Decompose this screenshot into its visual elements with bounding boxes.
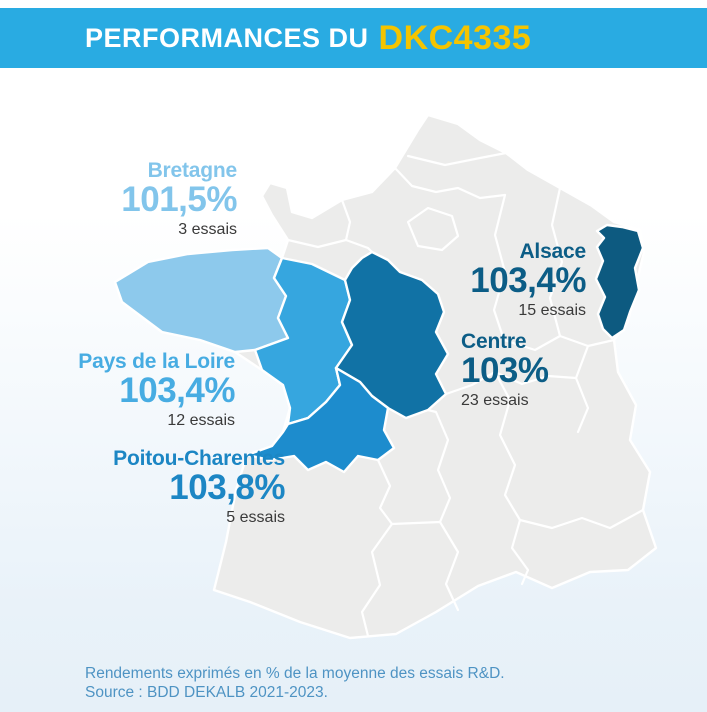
region-trials: 3 essais [178, 221, 237, 238]
region-value: 101,5% [121, 180, 237, 219]
region-name: Centre [461, 330, 527, 353]
region-label-alsace: Alsace 103,4% 15 essais [470, 240, 586, 320]
region-border-line [492, 193, 507, 342]
region-shape-centre [334, 250, 450, 420]
region-label-bretagne: Bretagne 101,5% 3 essais [121, 159, 237, 239]
region-value: 103,8% [169, 468, 285, 507]
region-trials: 12 essais [167, 412, 235, 429]
region-name: Bretagne [147, 159, 238, 182]
region-name: Poitou-Charentes [113, 447, 285, 470]
region-border-line [574, 344, 590, 434]
region-border-line [426, 408, 452, 524]
region-border-line [340, 198, 352, 242]
region-label-centre: Centre 103% 23 essais [461, 330, 549, 410]
region-shape-bretagne [113, 246, 290, 354]
region-border-line [510, 518, 530, 586]
region-border-line [360, 522, 394, 638]
region-trials: 5 essais [226, 509, 285, 526]
product-name: DKC4335 [378, 18, 532, 57]
region-border-line [376, 458, 442, 526]
region-trials: 15 essais [518, 302, 586, 319]
region-border-line [548, 186, 564, 338]
page-title: PERFORMANCES DU [85, 22, 369, 53]
region-trials: 23 essais [461, 392, 529, 409]
region-label-poitou-charentes: Poitou-Charentes 103,8% 5 essais [113, 447, 285, 527]
region-border-line [493, 370, 522, 522]
region-value: 103,4% [470, 261, 586, 300]
region-border-line [393, 166, 507, 200]
region-name: Pays de la Loire [78, 350, 235, 373]
region-value: 103,4% [119, 371, 235, 410]
region-value: 103% [461, 351, 549, 390]
region-border-line [518, 508, 645, 530]
region-border-line [444, 370, 578, 396]
region-name: Alsace [519, 240, 586, 263]
footer-line1: Rendements exprimés en % de la moyenne d… [85, 665, 505, 682]
footer-note: Rendements exprimés en % de la moyenne d… [85, 664, 505, 702]
footer-line2: Source : BDD DEKALB 2021-2023. [85, 684, 328, 701]
header-bar: PERFORMANCES DU DKC4335 [0, 8, 707, 68]
region-border-line [406, 151, 508, 167]
region-shape-alsace [594, 223, 645, 340]
region-label-pays-de-la-loire: Pays de la Loire 103,4% 12 essais [78, 350, 235, 430]
region-border-line [502, 334, 616, 352]
region-borders [286, 151, 645, 638]
region-border-line [406, 206, 460, 252]
region-border-line [438, 520, 460, 612]
region-shape-poitou-charentes [245, 366, 396, 474]
